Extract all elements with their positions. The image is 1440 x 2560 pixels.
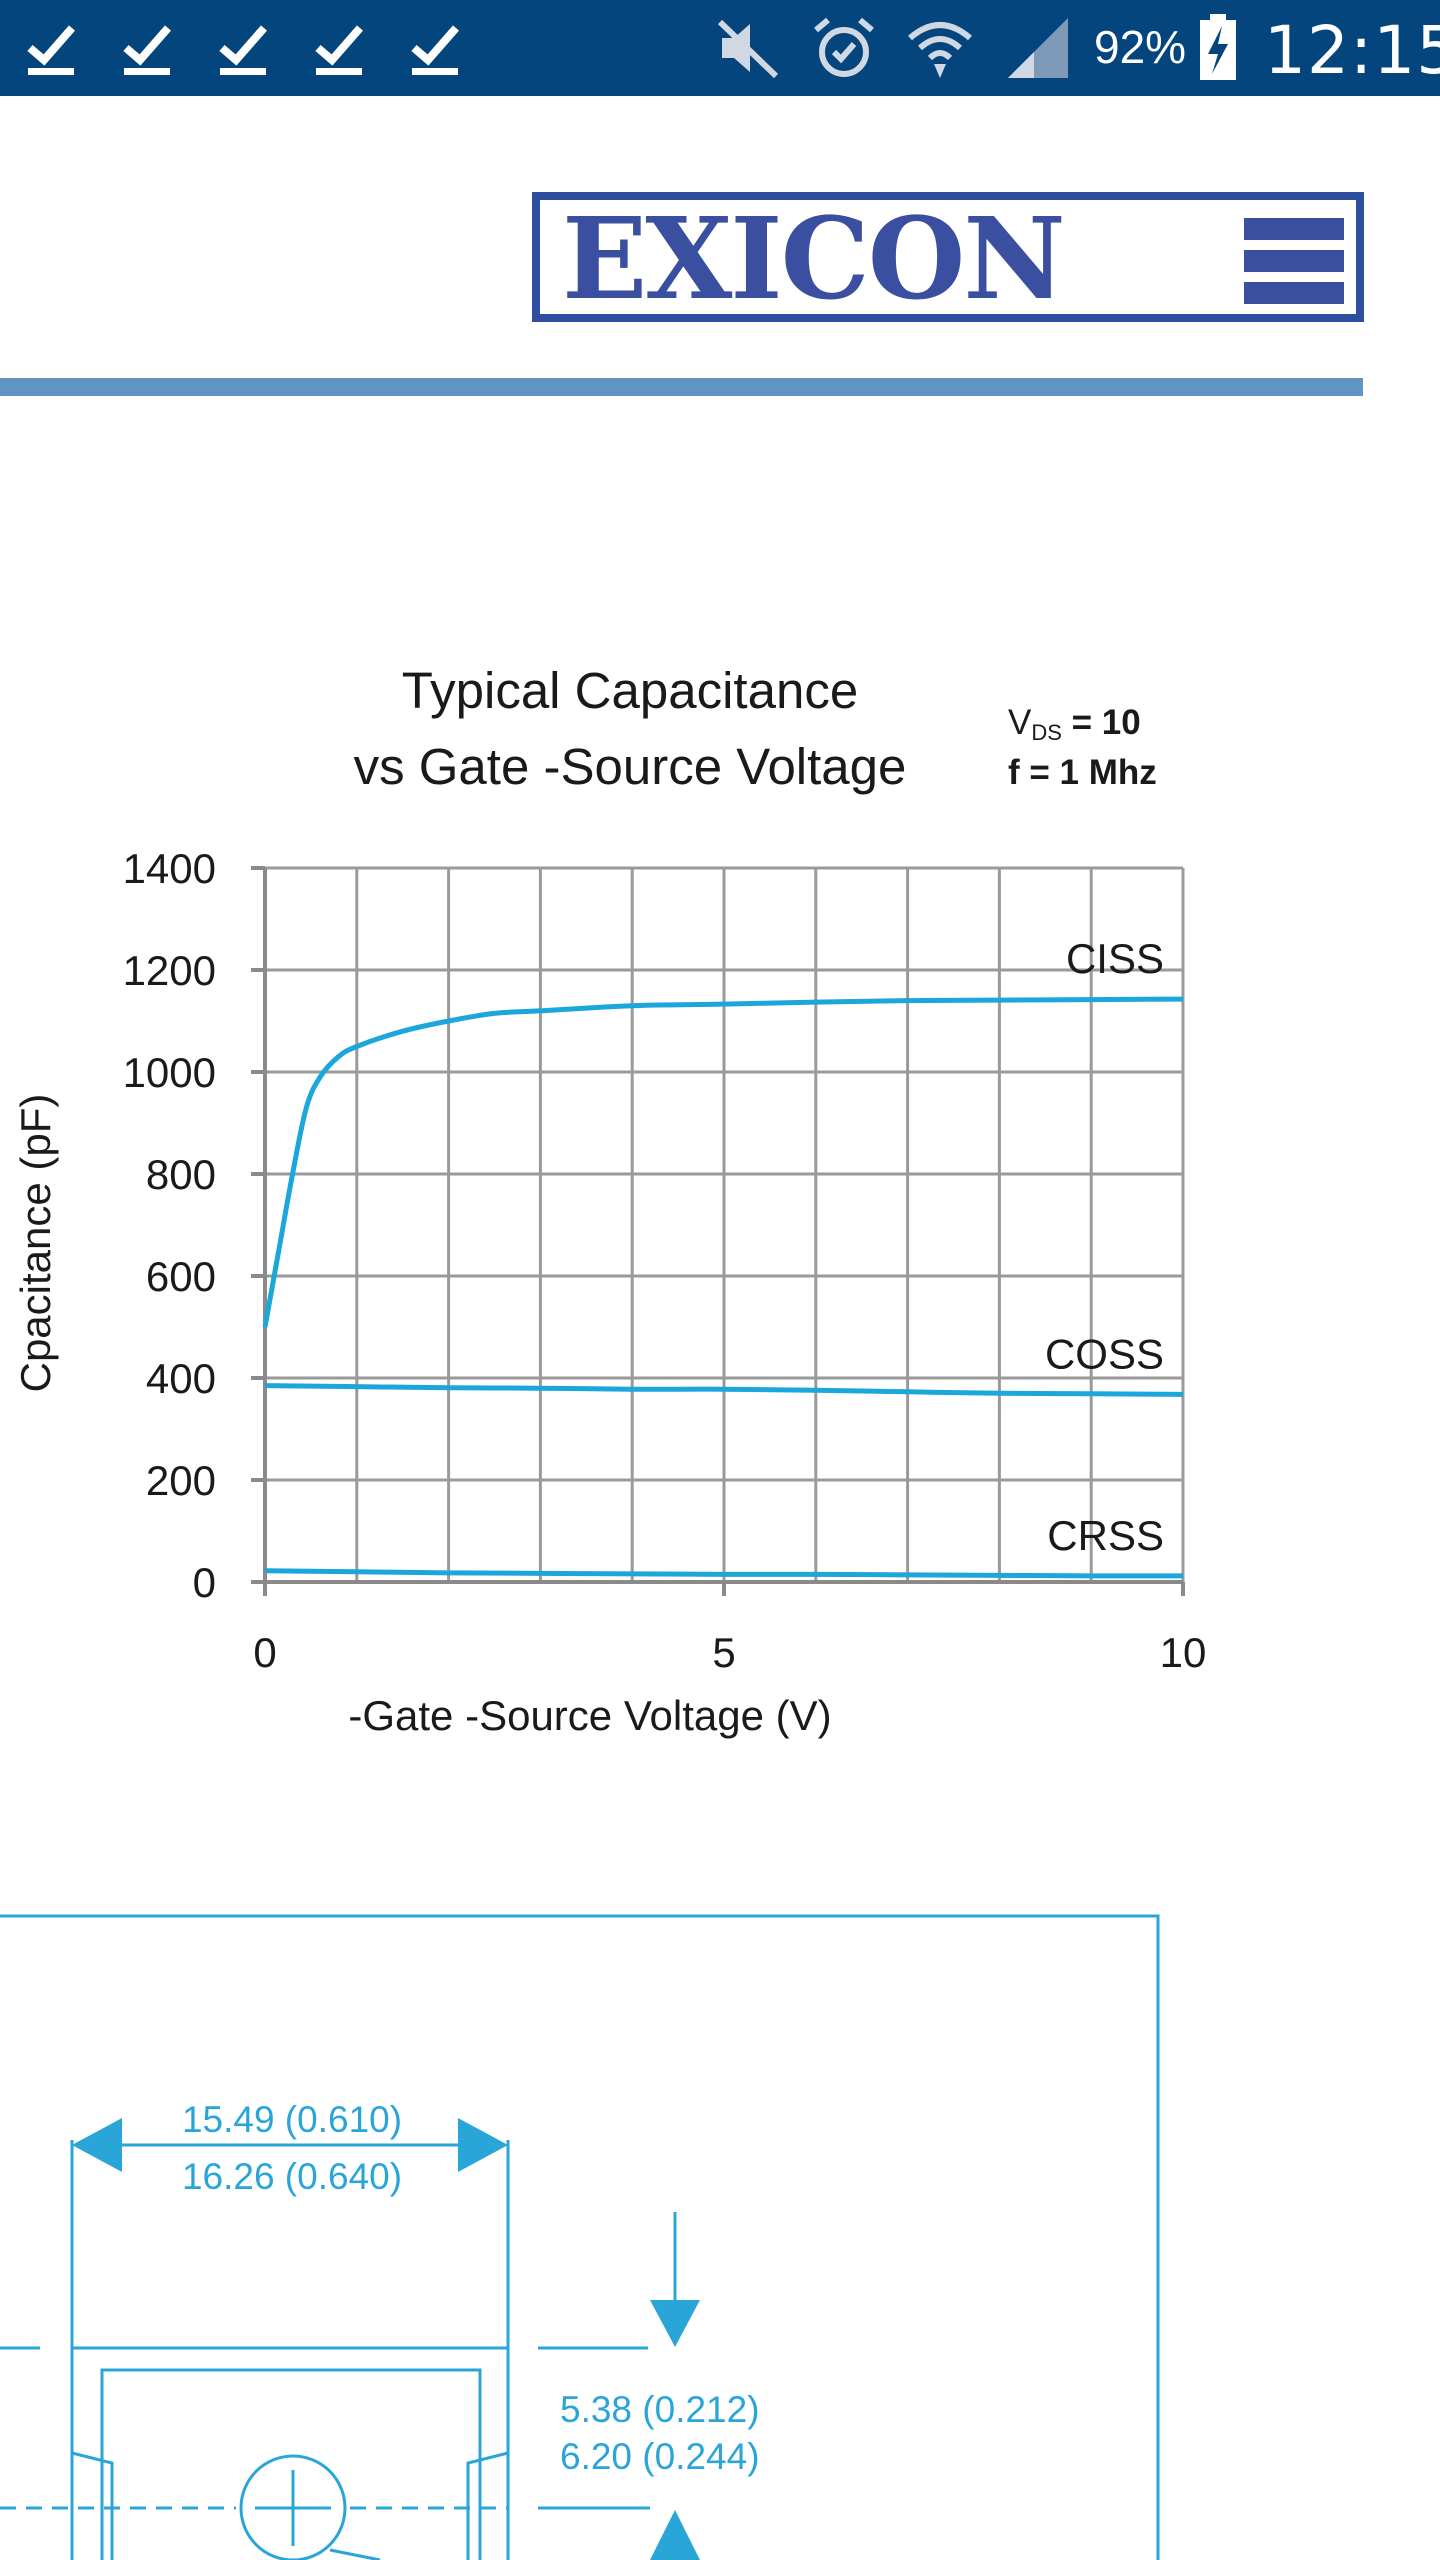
- vds-symbol: V: [1008, 703, 1032, 742]
- logo-bar: [1244, 218, 1344, 240]
- x-tick-label: 5: [712, 1629, 735, 1676]
- dimension-width-max: 16.26 (0.640): [182, 2156, 402, 2197]
- y-tick-label: 1400: [123, 845, 216, 892]
- leader-line: [329, 2548, 381, 2560]
- test-condition-vds: VDS = 10: [1008, 703, 1141, 745]
- wifi-icon: [908, 22, 972, 78]
- y-tick-label: 800: [146, 1151, 216, 1198]
- check-icon: [123, 25, 172, 75]
- alarm-icon: [814, 17, 874, 77]
- series-line-ciss: [262, 996, 1184, 1328]
- y-tick-label: 600: [146, 1253, 216, 1300]
- series-label-coss: COSS: [1045, 1330, 1164, 1377]
- mute-icon: [717, 19, 779, 79]
- header-rule: [0, 378, 1363, 396]
- arrow-up-icon: [650, 2510, 700, 2560]
- series-line-crss: [264, 1568, 1184, 1579]
- check-icon: [411, 25, 460, 75]
- capacitance-chart: Typical Capacitance vs Gate -Source Volt…: [12, 662, 1207, 1739]
- package-drawing: 15.49 (0.610) 16.26 (0.640) 5.38 (0.212)…: [0, 1914, 1160, 2560]
- series-labels: CISS COSS CRSS: [1045, 935, 1164, 1559]
- series-label-crss: CRSS: [1047, 1512, 1164, 1559]
- package-inner-outline: [100, 2368, 482, 2560]
- status-bar: 92% 12:15: [0, 0, 1440, 96]
- grid: [265, 866, 1185, 1582]
- battery-charging-icon: [1200, 14, 1236, 80]
- series-label-ciss: CISS: [1066, 935, 1164, 982]
- dimension-height-max: 6.20 (0.244): [560, 2436, 760, 2477]
- package-notches: [71, 2451, 509, 2560]
- x-tick-label: 0: [253, 1629, 276, 1676]
- y-tick-label: 0: [193, 1559, 216, 1606]
- dimension-width-min: 15.49 (0.610): [182, 2099, 402, 2140]
- chart-title-line-1: Typical Capacitance: [402, 662, 858, 719]
- vds-subscript: DS: [1031, 720, 1062, 745]
- logo-bar: [1244, 250, 1344, 272]
- battery-percentage: 92%: [1094, 21, 1187, 73]
- vds-value: = 10: [1062, 703, 1141, 742]
- axes: [251, 866, 1185, 1596]
- drawing-frame: [0, 1914, 1160, 2560]
- signal-icon: [1008, 18, 1068, 78]
- arrow-right-icon: [458, 2118, 508, 2172]
- check-icon: [315, 25, 364, 75]
- dimension-height-min: 5.38 (0.212): [560, 2389, 760, 2430]
- clock: 12:15: [1264, 12, 1440, 89]
- arrow-down-icon: [650, 2300, 700, 2347]
- exicon-logo: EXICON: [532, 192, 1364, 322]
- check-icon: [219, 25, 268, 75]
- x-axis-label: -Gate -Source Voltage (V): [348, 1692, 831, 1739]
- package-outline: [72, 2346, 510, 2560]
- chart-title-line-2: vs Gate -Source Voltage: [354, 738, 907, 795]
- logo-bar: [1244, 282, 1344, 304]
- series: [262, 996, 1184, 1579]
- y-tick-label: 1200: [123, 947, 216, 994]
- check-icon: [27, 25, 76, 75]
- x-tick-label: 10: [1160, 1629, 1207, 1676]
- y-tick-label: 200: [146, 1457, 216, 1504]
- arrow-left-icon: [72, 2118, 122, 2172]
- test-condition-frequency: f = 1 Mhz: [1008, 753, 1157, 792]
- mounting-hole: [239, 2454, 347, 2560]
- tick-labels: 0 200 400 600 800 1000 1200 1400 0 5 10: [123, 845, 1207, 1676]
- logo-text: EXICON: [562, 194, 1066, 325]
- y-tick-label: 400: [146, 1355, 216, 1402]
- y-axis-label: Cpacitance (pF): [12, 1094, 59, 1393]
- series-line-coss: [264, 1383, 1184, 1397]
- y-tick-label: 1000: [123, 1049, 216, 1096]
